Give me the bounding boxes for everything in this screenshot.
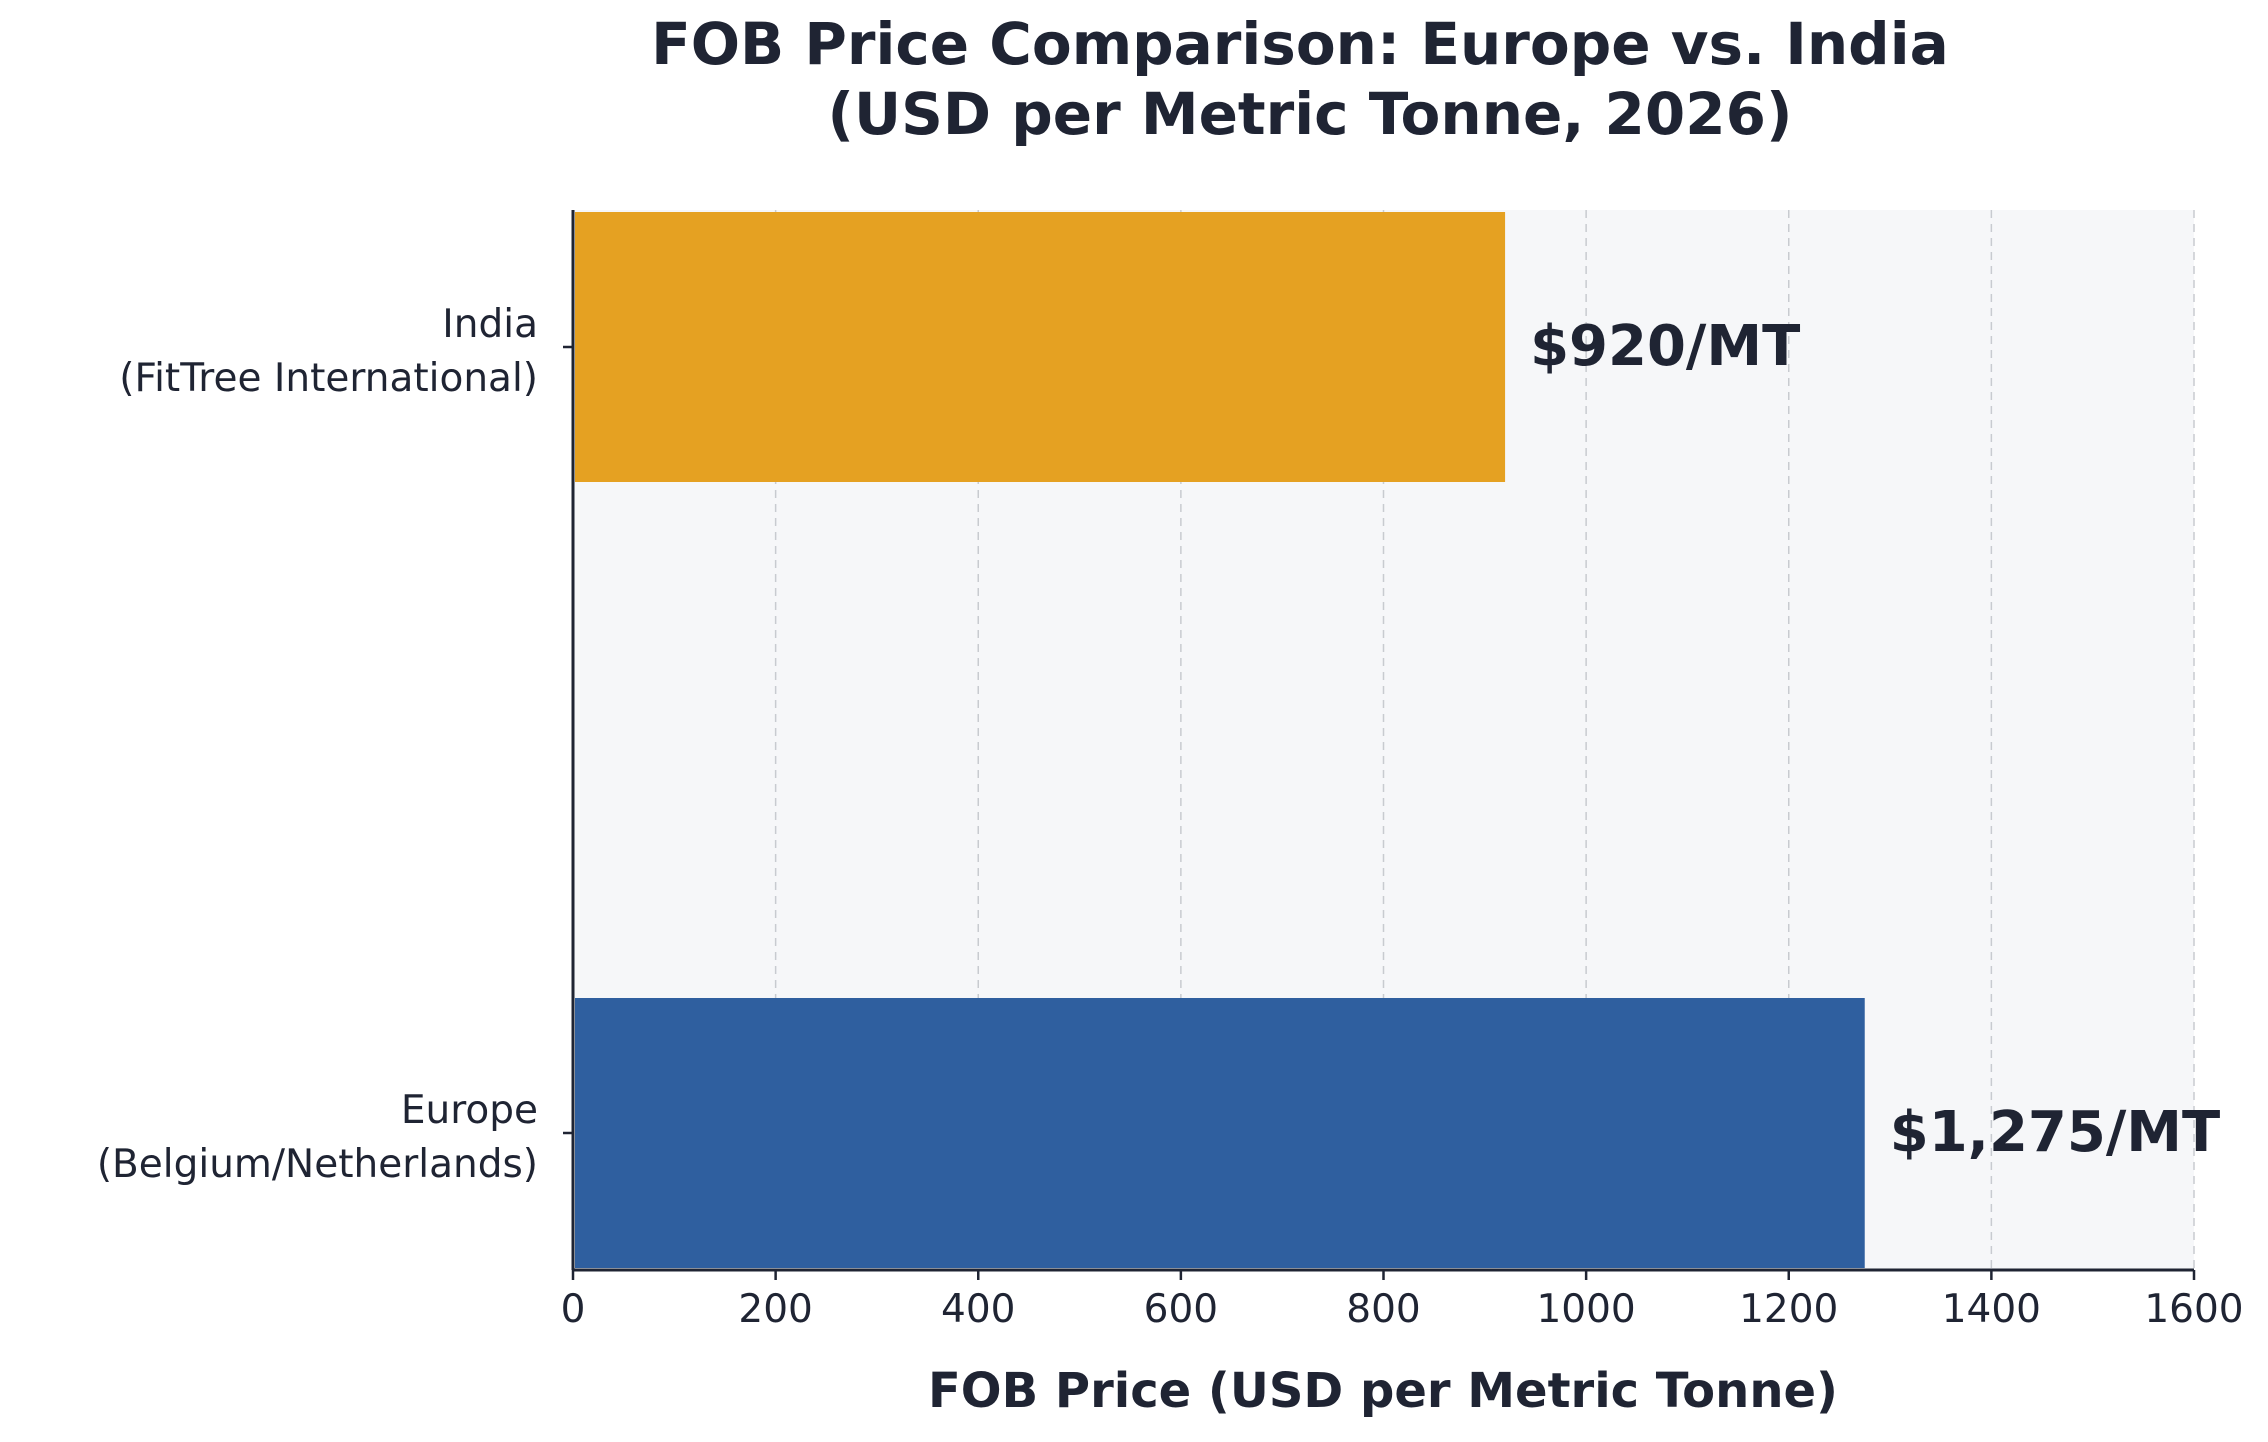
x-tick-label: 1200 (1739, 1287, 1838, 1332)
y-axis-ticks: India (FitTree International) Europe (Belgi… (97, 302, 573, 1187)
value-label-india: $920/MT (1530, 314, 1800, 379)
x-tick-label: 400 (941, 1287, 1015, 1332)
category-label-line: Europe (401, 1088, 538, 1133)
chart-title-line-2: (USD per Metric Tonne, 2026) (828, 80, 1793, 148)
value-labels: $920/MT $1,275/MT (1530, 314, 2220, 1165)
x-tick-label: 800 (1346, 1287, 1420, 1332)
value-label-europe: $1,275/MT (1890, 1100, 2220, 1165)
chart-title: FOB Price Comparison: Europe vs. India (… (651, 10, 1969, 148)
category-label-line: (FitTree International) (119, 356, 538, 401)
x-tick-label: 0 (561, 1287, 586, 1332)
category-label-india: India (FitTree International) (119, 302, 538, 401)
x-tick-label: 600 (1144, 1287, 1218, 1332)
category-label-line: India (442, 302, 538, 347)
category-label-line: (Belgium/Netherlands) (97, 1142, 538, 1187)
bar-india (575, 212, 1506, 482)
chart-title-line-1: FOB Price Comparison: Europe vs. India (651, 10, 1949, 78)
bars (575, 212, 1865, 1268)
x-tick-label: 1000 (1536, 1287, 1635, 1332)
bar-europe (575, 998, 1865, 1268)
x-tick-label: 200 (738, 1287, 812, 1332)
category-label-europe: Europe (Belgium/Netherlands) (97, 1088, 538, 1187)
x-tick-label: 1400 (1942, 1287, 2041, 1332)
x-tick-label: 1600 (2144, 1287, 2243, 1332)
x-axis-ticks: 0 200 400 600 800 1000 1200 1400 1600 (561, 1270, 2244, 1332)
x-axis-label: FOB Price (USD per Metric Tonne) (928, 1363, 1838, 1419)
